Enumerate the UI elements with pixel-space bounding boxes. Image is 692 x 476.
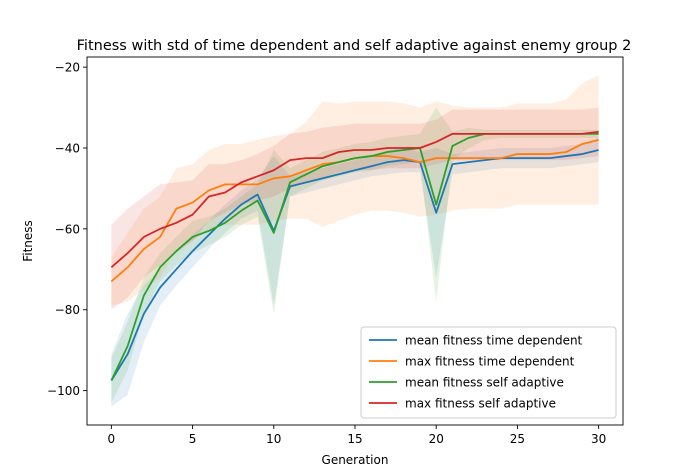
- x-tick-label: 10: [266, 432, 281, 446]
- y-tick-label: −40: [55, 141, 80, 155]
- x-tick-label: 0: [108, 432, 116, 446]
- y-tick-label: −80: [55, 303, 80, 317]
- y-tick-label: −100: [47, 384, 80, 398]
- y-axis-label: Fitness: [21, 220, 35, 262]
- x-axis-label: Generation: [322, 453, 389, 467]
- legend-frame: [360, 326, 617, 419]
- series-lines: [110, 130, 599, 381]
- x-tick-label: 5: [189, 432, 197, 446]
- series-line-4: [110, 130, 599, 268]
- x-tick-label: 30: [591, 432, 606, 446]
- x-tick-label: 15: [347, 432, 362, 446]
- std-band-3: [111, 107, 599, 403]
- y-tick-label: −60: [55, 222, 80, 236]
- std-band-2: [111, 75, 599, 306]
- legend-label-2: max fitness time dependent: [405, 355, 575, 369]
- legend-label-3: mean fitness self adaptive: [405, 376, 564, 390]
- legend-label-1: mean fitness time dependent: [405, 334, 583, 348]
- chart-title: Fitness with std of time dependent and s…: [77, 38, 632, 54]
- series-line-1: [110, 149, 599, 381]
- y-tick-label: −20: [55, 61, 80, 75]
- std-band-1: [111, 137, 599, 407]
- x-tick-label: 25: [510, 432, 525, 446]
- y-axis-ticks: −100 −80 −60 −40 −20: [47, 61, 87, 398]
- legend-label-4: max fitness self adaptive: [405, 397, 556, 411]
- legend: mean fitness time dependent max fitness t…: [360, 326, 617, 419]
- x-axis-ticks: 0 5 10 15 20 25 30: [108, 425, 606, 446]
- x-tick-label: 20: [429, 432, 444, 446]
